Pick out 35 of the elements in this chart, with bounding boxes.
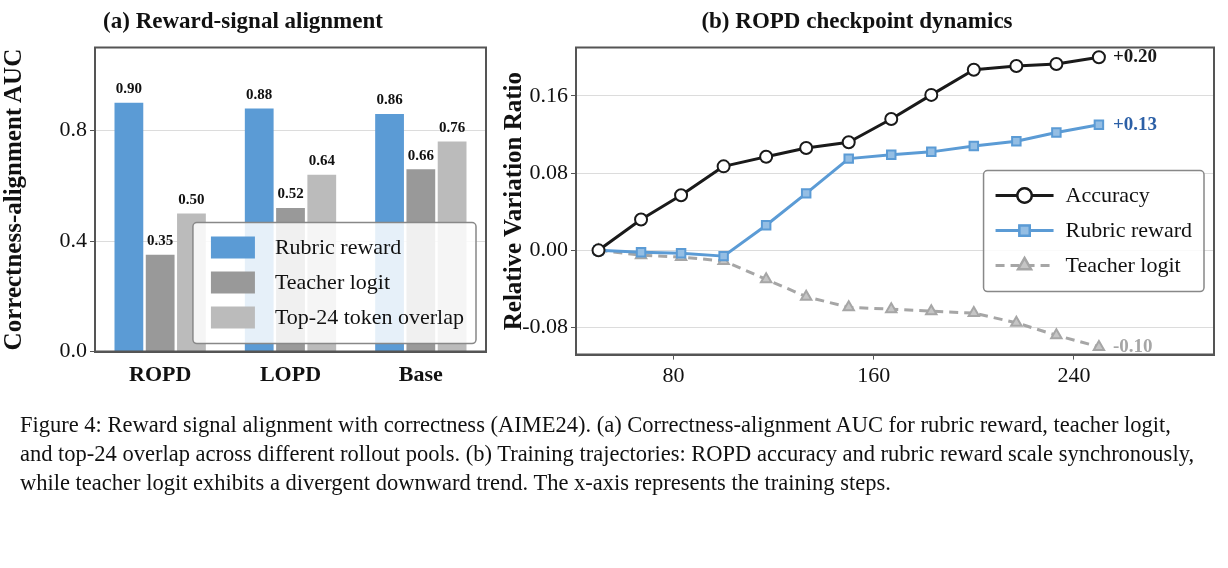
data-label: 0.35: [147, 232, 174, 249]
chart-title: (a) Reward-signal alignment: [103, 7, 384, 33]
y-tick-label: -0.08: [522, 313, 568, 339]
legend-label: Teacher logit: [1065, 252, 1181, 278]
x-tick-label: ROPD: [129, 361, 192, 387]
data-label: 0.90: [115, 80, 143, 97]
legend-label: Accuracy: [1065, 182, 1150, 208]
y-tick-label: 0.0: [59, 337, 87, 363]
caption: Figure 4: Reward signal alignment with correctness (AIME24). (a) Correctness-alignment AUC for rubric reward, teacher logit, and top-24 overlap across different rollout pools. (b) Training trajectories: ROPD accuracy and rubric reward scale synchronously, while teacher logit exhibits a divergent downward trend. The x-axis represents the training steps.: [20, 411, 1196, 497]
data-label: 0.86: [376, 91, 404, 108]
data-label: 0.76: [438, 118, 466, 135]
legend-label: Top-24 token overlap: [274, 304, 464, 330]
data-label: 0.50: [178, 190, 205, 207]
y-tick-label: 0.08: [529, 158, 568, 184]
chart-title: (b) ROPD checkpoint dynamics: [701, 7, 1013, 33]
legend-label: Teacher logit: [274, 269, 391, 295]
y-tick-label: 0.16: [529, 81, 568, 107]
x-tick-label: 240: [1057, 361, 1091, 387]
data-label: 0.64: [308, 152, 336, 169]
legend-label: Rubric reward: [1065, 217, 1193, 243]
legend-label: Rubric reward: [274, 234, 402, 260]
x-tick-label: 80: [662, 361, 685, 387]
x-tick-label: Base: [398, 361, 444, 387]
x-tick-label: 160: [857, 361, 891, 387]
data-label: 0.66: [407, 146, 435, 163]
x-tick-label: LOPD: [259, 361, 322, 387]
data-label: +0.13: [1112, 112, 1157, 134]
data-label: 0.52: [277, 185, 304, 202]
y-axis-title: Correctness-alignment AUC: [0, 48, 27, 351]
data-label: 0.88: [246, 85, 273, 102]
y-tick-label: 0.4: [59, 226, 87, 252]
y-tick-label: 0.8: [59, 116, 87, 142]
data-label: +0.20: [1112, 45, 1157, 67]
data-label: -0.10: [1112, 334, 1153, 356]
y-tick-label: 0.00: [529, 236, 568, 262]
